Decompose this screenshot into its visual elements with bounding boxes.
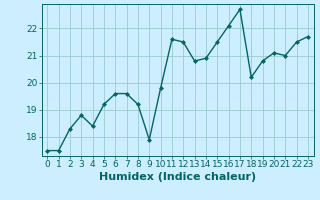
X-axis label: Humidex (Indice chaleur): Humidex (Indice chaleur) — [99, 172, 256, 182]
